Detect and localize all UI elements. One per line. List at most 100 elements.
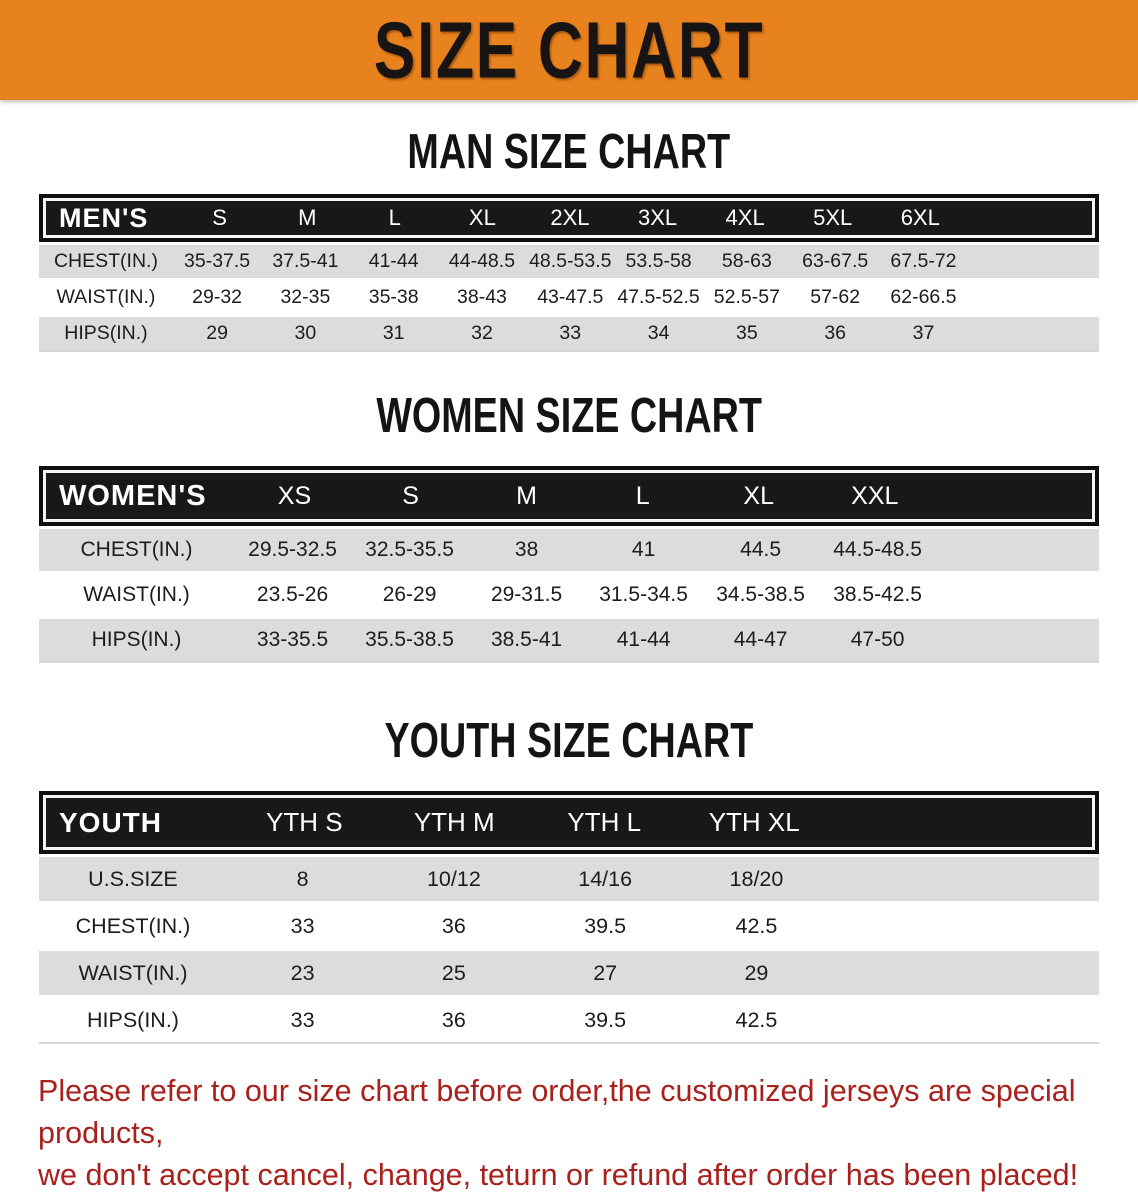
table-cell: 29 — [206, 322, 228, 344]
table-cell: 10/12 — [426, 866, 481, 891]
women-table-header-label: WOMEN'S — [59, 479, 207, 512]
men-section-heading: MAN SIZE CHART — [0, 126, 1138, 176]
column-header: S — [212, 205, 227, 230]
table-cell: 53.5-58 — [625, 250, 692, 272]
men-size-section: MAN SIZE CHART MEN'S S M L XL 2XL 3XL 4X… — [0, 126, 1138, 352]
table-cell: 35.5-38.5 — [365, 628, 454, 651]
youth-table-header-row: YOUTH YTH S YTH M YTH L YTH XL — [39, 791, 1099, 854]
table-cell: 62-66.5 — [890, 286, 957, 308]
row-label: CHEST(IN.) — [75, 913, 191, 938]
women-size-section: WOMEN SIZE CHART WOMEN'S XS S M L XL XXL… — [0, 390, 1138, 663]
row-label: CHEST(IN.) — [80, 538, 193, 561]
table-cell: 38 — [514, 538, 539, 561]
table-cell: 37 — [912, 322, 935, 344]
table-cell: 34 — [647, 322, 670, 344]
table-cell: 29-32 — [192, 286, 243, 308]
table-cell: 31.5-34.5 — [599, 583, 688, 606]
table-cell: 38-43 — [457, 286, 507, 308]
banner-title: SIZE CHART — [373, 5, 765, 95]
row-label: HIPS(IN.) — [91, 628, 182, 651]
table-cell: 43-47.5 — [537, 286, 604, 308]
table-cell: 32-35 — [280, 286, 331, 308]
table-cell: 37.5-41 — [272, 250, 339, 272]
table-cell: 18/20 — [729, 866, 784, 891]
table-cell: 41-44 — [616, 628, 671, 651]
column-header: M — [516, 481, 537, 510]
table-cell: 36 — [824, 322, 847, 344]
table-cell: 31 — [382, 322, 405, 344]
table-cell: 38.5-41 — [490, 628, 563, 651]
size-chart-banner: SIZE CHART — [0, 0, 1138, 100]
table-cell: 44-48.5 — [448, 250, 516, 272]
row-label: CHEST(IN.) — [53, 250, 158, 272]
table-cell: 63-67.5 — [802, 250, 869, 272]
table-cell: 39.5 — [584, 1007, 627, 1032]
table-cell: 8 — [296, 866, 309, 891]
table-cell: 35-38 — [368, 286, 419, 308]
table-row-waist: WAIST(IN.) 29-32 32-35 35-38 38-43 43-47… — [39, 281, 1099, 314]
table-cell: 67.5-72 — [890, 250, 957, 272]
youth-size-table: YOUTH YTH S YTH M YTH L YTH XL U.S.SIZE … — [39, 791, 1099, 1044]
table-row-waist: WAIST(IN.) 23 25 27 29 — [39, 951, 1099, 995]
table-cell: 36 — [441, 1007, 466, 1032]
table-cell: 27 — [593, 960, 618, 985]
women-size-table: WOMEN'S XS S M L XL XXL CHEST(IN.) 29.5-… — [39, 466, 1099, 663]
table-row-us-size: U.S.SIZE 8 10/12 14/16 18/20 — [39, 857, 1099, 901]
order-disclaimer: Please refer to our size chart before or… — [38, 1070, 1100, 1196]
table-cell: 41 — [631, 538, 656, 561]
table-cell: 38.5-42.5 — [833, 583, 922, 606]
column-header: 2XL — [550, 205, 590, 230]
table-cell: 29 — [744, 960, 769, 985]
column-header: L — [635, 481, 650, 510]
row-label: WAIST(IN.) — [78, 960, 188, 985]
row-label: HIPS(IN.) — [64, 322, 148, 344]
table-cell: 23.5-26 — [256, 583, 329, 606]
youth-section-heading: YOUTH SIZE CHART — [0, 715, 1138, 765]
column-header: 5XL — [813, 205, 853, 230]
table-cell: 57-62 — [810, 286, 861, 308]
women-section-heading-text: WOMEN SIZE CHART — [376, 387, 762, 443]
table-cell: 32.5-35.5 — [365, 538, 454, 561]
table-cell: 23 — [290, 960, 315, 985]
column-header: M — [298, 205, 317, 230]
table-row-hips: HIPS(IN.) 33-35.5 35.5-38.5 38.5-41 41-4… — [39, 619, 1099, 661]
column-header: L — [388, 205, 401, 230]
table-cell: 33-35.5 — [256, 628, 329, 651]
column-header: S — [402, 481, 419, 510]
table-cell: 47-50 — [850, 628, 905, 651]
column-header: XS — [277, 481, 312, 510]
table-cell: 25 — [441, 960, 466, 985]
column-header: XL — [743, 481, 775, 510]
table-cell: 41-44 — [368, 250, 419, 272]
table-cell: 58-63 — [721, 250, 772, 272]
table-cell: 42.5 — [735, 1007, 778, 1032]
row-label: WAIST(IN.) — [83, 583, 190, 606]
disclaimer-line-2: we don't accept cancel, change, teturn o… — [38, 1158, 1079, 1193]
table-cell: 26-29 — [382, 583, 437, 606]
table-cell: 35-37.5 — [184, 250, 251, 272]
table-row-waist: WAIST(IN.) 23.5-26 26-29 29-31.5 31.5-34… — [39, 574, 1099, 616]
column-header: YTH M — [413, 807, 495, 837]
table-cell: 39.5 — [584, 913, 627, 938]
table-cell: 36 — [441, 913, 466, 938]
youth-section-heading-text: YOUTH SIZE CHART — [384, 712, 754, 768]
table-cell: 30 — [294, 322, 317, 344]
women-table-header-row: WOMEN'S XS S M L XL XXL — [39, 466, 1099, 526]
women-section-heading: WOMEN SIZE CHART — [0, 390, 1138, 440]
men-section-heading-text: MAN SIZE CHART — [407, 123, 731, 179]
men-table-header-label: MEN'S — [59, 202, 149, 233]
row-label: U.S.SIZE — [88, 866, 178, 891]
table-cell: 29-31.5 — [490, 583, 563, 606]
column-header: 3XL — [637, 205, 678, 230]
table-cell: 32 — [471, 322, 493, 344]
table-cell: 33 — [559, 322, 582, 344]
table-cell: 44-47 — [733, 628, 788, 651]
column-header: XXL — [851, 481, 899, 510]
table-cell: 34.5-38.5 — [716, 583, 805, 606]
disclaimer-line-1: Please refer to our size chart before or… — [38, 1074, 1076, 1151]
column-header: 4XL — [725, 205, 765, 230]
table-cell: 29.5-32.5 — [248, 538, 337, 561]
youth-table-header-label: YOUTH — [59, 806, 162, 838]
table-row-hips: HIPS(IN.) 33 36 39.5 42.5 — [39, 998, 1099, 1042]
table-row-hips: HIPS(IN.) 29 30 31 32 33 34 35 36 37 — [39, 317, 1099, 350]
